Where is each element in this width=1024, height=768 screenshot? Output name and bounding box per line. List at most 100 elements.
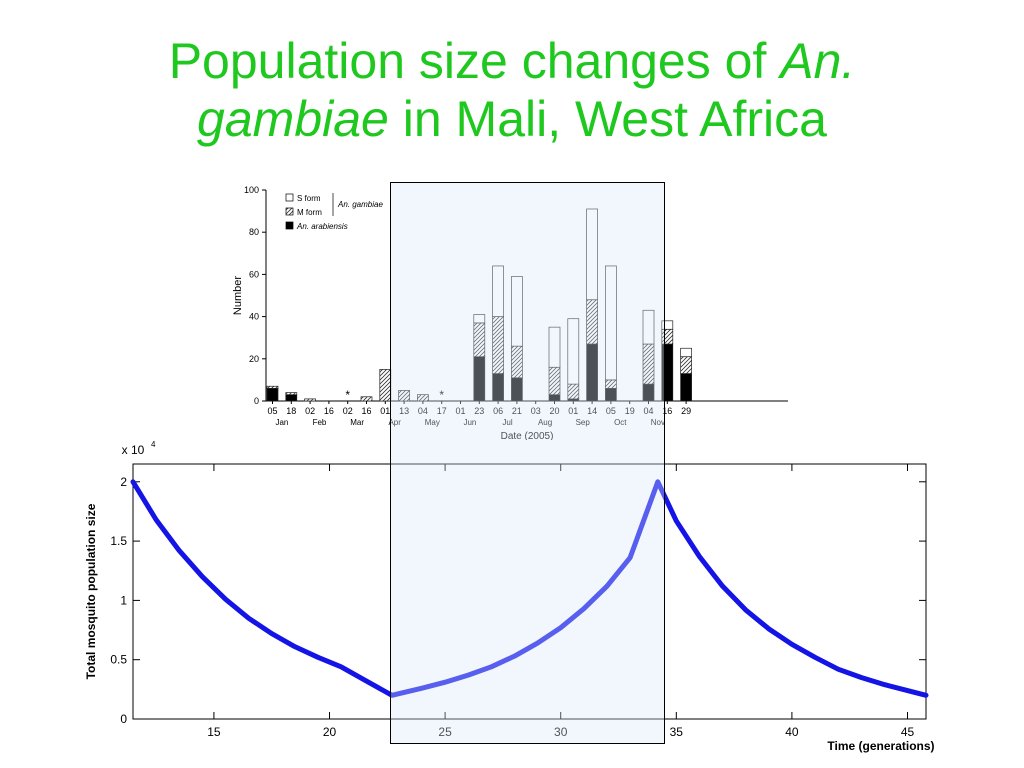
x-tick-label: 21 — [512, 406, 522, 416]
month-label: Sep — [576, 418, 591, 427]
missing-sample-marker: * — [439, 388, 444, 402]
bar-m-form — [417, 394, 429, 402]
bar-s-form — [661, 320, 674, 330]
x-tick-label: 19 — [625, 406, 635, 416]
x-tick-label: 17 — [437, 406, 447, 416]
title-part-2: in Mali, West Africa — [388, 91, 827, 147]
x-tick-label: 35 — [670, 725, 684, 739]
y-tick-label: 0 — [120, 712, 127, 726]
x-tick-label: 03 — [531, 406, 541, 416]
bar-arabiensis — [680, 373, 692, 402]
bar-s-form — [642, 309, 655, 345]
month-label: Oct — [614, 418, 627, 427]
y-multiplier: x 10 — [122, 443, 145, 457]
month-label: Jul — [502, 418, 512, 427]
month-label: Aug — [538, 418, 552, 427]
y-tick-label: 1.5 — [110, 534, 127, 548]
bar-s-form — [548, 326, 561, 368]
missing-sample-marker: * — [345, 388, 350, 402]
x-tick-label: 13 — [399, 406, 409, 416]
x-tick-label: 02 — [305, 406, 315, 416]
bar-s-form — [605, 265, 617, 381]
line-chart-series — [130, 479, 929, 698]
line-chart-labels: x 10 4 Total mosquito population size Time … — [84, 440, 935, 753]
month-label: Feb — [313, 418, 327, 427]
population-line — [130, 479, 929, 698]
month-label: Mar — [350, 418, 364, 427]
bar-s-form — [511, 276, 523, 347]
line-chart-axes — [132, 463, 927, 720]
bar-chart-legend: S form M form An. arabiensis An. gambiae — [285, 193, 383, 231]
y-tick-label: 0 — [254, 396, 259, 406]
x-tick-label: 29 — [681, 406, 691, 416]
bar-chart-ticks: 0 20 40 60 80 100 05 18 02 16 02 16 01 13 04 17 01 23 06 21… — [244, 185, 691, 427]
x-tick-label: 25 — [438, 725, 452, 739]
legend-group-label: An. gambiae — [337, 200, 383, 209]
x-tick-label: 16 — [662, 406, 672, 416]
x-tick-label: 01 — [568, 406, 578, 416]
y-tick-label: 2 — [120, 475, 127, 489]
y-tick-label: 1 — [120, 593, 127, 607]
bar-m-form — [360, 396, 373, 402]
y-tick-label: 20 — [249, 354, 259, 364]
bar-chart: 0 20 40 60 80 100 05 18 02 16 02 16 01 13 04 17 01 23 06 21… — [228, 168, 796, 440]
x-tick-label: 30 — [554, 725, 568, 739]
highlight-box — [390, 182, 665, 744]
bar-m-form — [304, 398, 316, 402]
x-tick-label: 23 — [474, 406, 484, 416]
bar-arabiensis — [266, 387, 279, 402]
x-tick-label: 01 — [455, 406, 465, 416]
y-tick-label: 80 — [249, 227, 259, 237]
legend-swatch-s-form — [285, 193, 294, 202]
slide-title: Population size changes of An. gambiae in… — [0, 32, 1024, 148]
month-label: Jun — [463, 418, 476, 427]
bar-m-form — [398, 390, 410, 402]
x-tick-label: 40 — [785, 725, 799, 739]
x-tick-label: 04 — [643, 406, 653, 416]
bar-s-form — [586, 208, 598, 301]
x-tick-label: 16 — [324, 406, 334, 416]
month-label: Nov — [651, 418, 665, 427]
x-tick-label: 02 — [343, 406, 353, 416]
legend-swatch-m-form — [285, 207, 294, 216]
bar-m-form — [266, 385, 279, 389]
x-tick-label: 15 — [207, 725, 221, 739]
month-label: Jan — [275, 418, 288, 427]
month-label: May — [425, 418, 440, 427]
title-part-1: Population size changes of — [168, 33, 781, 89]
plot-frame — [132, 463, 927, 720]
y-tick-label: 100 — [244, 185, 259, 195]
legend-arabiensis: An. arabiensis — [296, 222, 348, 231]
bar-chart-labels: Number Date (2005) — [232, 276, 553, 440]
legend-m-form: M form — [297, 208, 322, 217]
legend-swatch-arabiensis — [285, 221, 294, 230]
y-tick-label: 0.5 — [110, 653, 127, 667]
month-label: Apr — [388, 418, 401, 427]
y-tick-label: 40 — [249, 312, 259, 322]
x-tick-label: 45 — [901, 725, 915, 739]
legend-s-form: S form — [297, 194, 321, 203]
bar-s-form — [473, 314, 486, 324]
x-tick-label: 05 — [606, 406, 616, 416]
bar-m-form — [285, 392, 298, 396]
bar-s-form — [492, 265, 504, 317]
x-axis-label: Time (generations) — [827, 739, 934, 753]
x-axis-label: Date (2005) — [501, 431, 554, 440]
line-chart-ticks: 0 0.5 1 1.5 2 15 20 25 30 35 40 45 — [110, 464, 926, 739]
x-tick-label: 20 — [323, 725, 337, 739]
x-tick-label: 04 — [418, 406, 428, 416]
x-tick-label: 05 — [267, 406, 277, 416]
line-chart: 0 0.5 1 1.5 2 15 20 25 30 35 40 45 x 10 4 Total mosqu… — [84, 440, 935, 753]
x-tick-label: 01 — [380, 406, 390, 416]
y-multiplier-exponent: 4 — [151, 440, 156, 449]
bar-s-form — [567, 318, 580, 385]
x-tick-label: 06 — [493, 406, 503, 416]
bar-m-form — [680, 356, 692, 374]
bar-chart-bars: * * — [266, 208, 692, 402]
y-tick-label: 60 — [249, 269, 259, 279]
title-species-genus: An. — [780, 33, 856, 89]
bar-chart-axes — [265, 190, 788, 402]
x-tick-label: 16 — [361, 406, 371, 416]
bar-s-form — [680, 347, 692, 358]
x-tick-label: 18 — [286, 406, 296, 416]
